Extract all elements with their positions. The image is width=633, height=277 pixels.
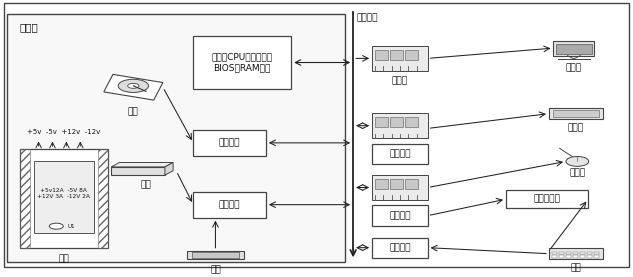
Bar bbox=[587, 255, 592, 258]
Bar bbox=[573, 255, 578, 258]
Bar bbox=[375, 50, 387, 60]
Bar bbox=[372, 205, 428, 226]
Circle shape bbox=[566, 157, 589, 166]
Bar bbox=[193, 192, 266, 218]
Bar bbox=[553, 40, 594, 56]
Polygon shape bbox=[104, 75, 163, 100]
Bar bbox=[566, 252, 571, 254]
Bar bbox=[187, 251, 244, 259]
Bar bbox=[372, 113, 428, 138]
Text: 电源: 电源 bbox=[58, 255, 69, 264]
Text: 并行接口: 并行接口 bbox=[389, 149, 411, 158]
Bar bbox=[193, 36, 291, 89]
Bar bbox=[552, 255, 557, 258]
Bar bbox=[111, 167, 165, 175]
Bar bbox=[566, 255, 571, 258]
Bar bbox=[372, 143, 428, 164]
Bar bbox=[573, 252, 578, 254]
Bar bbox=[559, 255, 564, 258]
Bar bbox=[506, 190, 588, 208]
Text: 鼠标器: 鼠标器 bbox=[569, 168, 586, 177]
Circle shape bbox=[128, 83, 139, 88]
Text: 键盘: 键盘 bbox=[570, 263, 581, 272]
Text: 键盘接口: 键盘接口 bbox=[219, 138, 241, 147]
Text: U1: U1 bbox=[67, 224, 75, 229]
Bar bbox=[559, 252, 564, 254]
Polygon shape bbox=[111, 163, 173, 167]
Bar bbox=[20, 149, 30, 248]
Bar bbox=[553, 110, 599, 117]
Text: 串行接口: 串行接口 bbox=[389, 211, 411, 220]
Text: 软驱: 软驱 bbox=[210, 265, 221, 274]
Text: 主板（CPU、芯片组、
BIOS、RAM等）: 主板（CPU、芯片组、 BIOS、RAM等） bbox=[211, 53, 273, 72]
Text: 光驱: 光驱 bbox=[141, 181, 152, 190]
Bar bbox=[549, 108, 603, 119]
Text: +5v12A  -5V 8A
+12V 3A  -12V 2A: +5v12A -5V 8A +12V 3A -12V 2A bbox=[37, 188, 91, 199]
Bar bbox=[34, 161, 94, 233]
Bar bbox=[391, 179, 403, 189]
Bar bbox=[193, 130, 266, 156]
Bar bbox=[20, 149, 108, 248]
Text: 打印机: 打印机 bbox=[568, 123, 584, 132]
Bar bbox=[405, 50, 418, 60]
Circle shape bbox=[118, 79, 149, 93]
Bar bbox=[552, 252, 557, 254]
Bar bbox=[587, 252, 592, 254]
Circle shape bbox=[49, 223, 63, 229]
Text: 显示器: 显示器 bbox=[566, 63, 582, 72]
Bar bbox=[375, 117, 387, 127]
Text: 键盘接口: 键盘接口 bbox=[389, 243, 411, 252]
Polygon shape bbox=[165, 163, 173, 175]
Text: 总线插槽: 总线插槽 bbox=[356, 13, 378, 22]
Bar bbox=[556, 43, 592, 54]
Text: 硬盘: 硬盘 bbox=[128, 107, 139, 116]
Text: 主机箱: 主机箱 bbox=[20, 23, 39, 33]
Bar bbox=[372, 238, 428, 258]
Bar bbox=[580, 252, 585, 254]
Bar bbox=[98, 149, 108, 248]
Bar bbox=[594, 252, 599, 254]
Bar bbox=[391, 117, 403, 127]
Bar bbox=[549, 248, 603, 259]
Bar bbox=[391, 50, 403, 60]
Bar bbox=[594, 255, 599, 258]
Text: 显示卡: 显示卡 bbox=[392, 76, 408, 85]
Bar bbox=[192, 252, 239, 258]
Bar bbox=[405, 117, 418, 127]
Bar bbox=[372, 175, 428, 200]
Bar bbox=[405, 179, 418, 189]
Bar bbox=[7, 14, 345, 262]
Bar bbox=[580, 255, 585, 258]
Text: 调制解调器: 调制解调器 bbox=[534, 195, 560, 204]
Bar bbox=[372, 46, 428, 71]
Text: 软驱接口: 软驱接口 bbox=[219, 200, 241, 209]
Bar bbox=[375, 179, 387, 189]
Text: +5v  -5v  +12v  -12v: +5v -5v +12v -12v bbox=[27, 129, 101, 135]
